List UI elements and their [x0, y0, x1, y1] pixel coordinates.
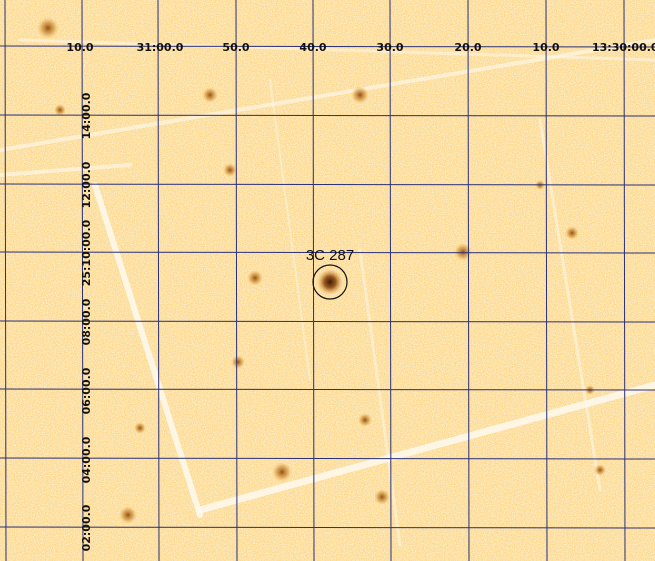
ra-tick-label: 50.0: [222, 41, 249, 54]
faint-source-blob: [231, 355, 245, 369]
faint-source-blob: [247, 270, 263, 286]
ra-axis-labels: 10.0 31:00.0 50.0 40.0 30.0 20.0 10.0 13…: [66, 41, 655, 54]
grid-line-horizontal: [0, 183, 655, 186]
grid-line-horizontal: [0, 388, 655, 391]
source-name-label: 3C 287: [306, 247, 354, 264]
faint-source-blob: [223, 163, 237, 177]
target-source: 3C 287: [306, 247, 354, 300]
ra-tick-label: 30.0: [376, 41, 403, 54]
dec-tick-label: 04:00.0: [80, 436, 93, 483]
dec-axis-labels: 14:00.0 12:00.0 25:10:00.0 08:00.0 06:00…: [80, 92, 93, 551]
faint-source-blob: [54, 104, 66, 116]
faint-source-blob: [272, 462, 292, 482]
ra-tick-label: 10.0: [532, 41, 559, 54]
stripe: [196, 381, 655, 514]
source-core: [317, 269, 343, 295]
stripe: [0, 163, 132, 177]
dec-tick-label: 25:10:00.0: [80, 219, 93, 286]
dec-tick-label: 06:00.0: [80, 367, 93, 414]
grid-line-vertical: [623, 0, 626, 561]
faint-source-blob: [565, 226, 579, 240]
grid-line-horizontal: [0, 251, 655, 254]
stripe: [92, 182, 203, 518]
grid-line-vertical: [157, 0, 160, 561]
grid-line-vertical: [81, 0, 84, 561]
dec-tick-label: 12:00.0: [80, 161, 93, 208]
source-circle-marker[interactable]: [312, 264, 348, 300]
faint-sources: [37, 17, 606, 524]
faint-source-blob: [374, 489, 390, 505]
stripe: [538, 118, 602, 492]
faint-source-blob: [134, 422, 146, 434]
dec-tick-label: 02:00.0: [80, 504, 93, 551]
grid-line-horizontal: [0, 114, 655, 117]
stripe: [18, 38, 655, 62]
stripe: [269, 79, 311, 381]
grid-line-horizontal: [0, 320, 655, 323]
grid-line-vertical: [4, 0, 7, 561]
grid-line-horizontal: [0, 457, 655, 460]
faint-source-blob: [37, 17, 59, 39]
grid-line-horizontal: [0, 526, 655, 529]
faint-source-blob: [358, 413, 372, 427]
grid-line-vertical: [467, 0, 470, 561]
grid-line-vertical: [545, 0, 548, 561]
faint-source-blob: [202, 87, 218, 103]
stripe: [358, 248, 402, 547]
ra-tick-label: 10.0: [66, 41, 93, 54]
faint-source-blob: [454, 243, 472, 261]
ra-tick-label: 31:00.0: [137, 41, 184, 54]
grid-line-horizontal: [0, 45, 655, 48]
grid-line-vertical: [389, 0, 392, 561]
dec-tick-label: 14:00.0: [80, 92, 93, 139]
faint-source-blob: [594, 464, 606, 476]
ra-tick-label: 13:30:00.0: [592, 41, 655, 54]
dec-tick-label: 08:00.0: [80, 298, 93, 345]
ra-tick-label: 40.0: [299, 41, 326, 54]
ra-tick-label: 20.0: [454, 41, 481, 54]
grid-line-vertical: [235, 0, 238, 561]
faint-source-blob: [119, 506, 137, 524]
faint-source-blob: [351, 86, 369, 104]
